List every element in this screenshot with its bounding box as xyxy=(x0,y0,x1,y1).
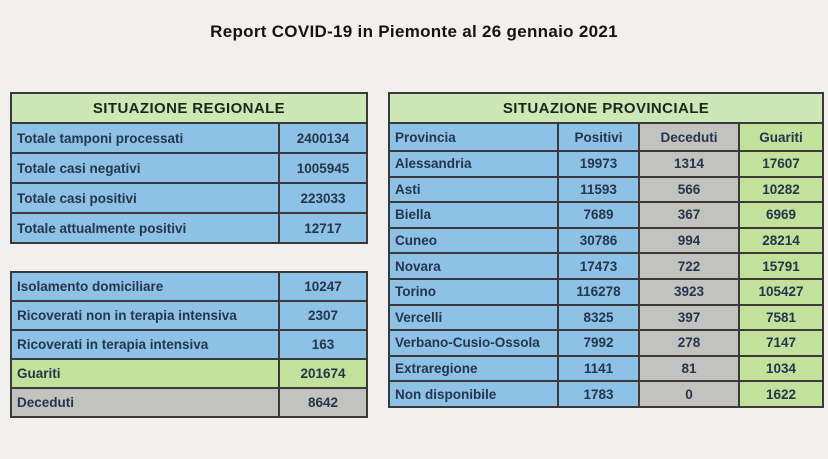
table-row: Vercelli 8325 397 7581 xyxy=(388,303,824,332)
row-label: Guariti xyxy=(10,358,280,389)
row-value: 8642 xyxy=(278,387,368,418)
page-title: Report COVID-19 in Piemonte al 26 gennai… xyxy=(210,22,618,41)
table-row: Guariti 201674 xyxy=(10,358,368,389)
row-label: Ricoverati in terapia intensiva xyxy=(10,329,280,360)
cell-deceduti: 81 xyxy=(638,354,740,383)
cell-provincia: Cuneo xyxy=(388,226,559,255)
row-value: 2400134 xyxy=(278,122,368,154)
cell-positivi: 1141 xyxy=(557,354,640,383)
cell-guariti: 1034 xyxy=(738,354,824,383)
table-row: Totale casi positivi 223033 xyxy=(10,182,368,214)
regional-table-body: Totale tamponi processati 2400134 Totale c… xyxy=(10,122,368,244)
row-value: 2307 xyxy=(278,300,368,331)
provincial-situation-table: SITUAZIONE PROVINCIALE Provincia Positiv… xyxy=(388,92,824,408)
table-row: Ricoverati in terapia intensiva 163 xyxy=(10,329,368,360)
cell-positivi: 116278 xyxy=(557,277,640,306)
cell-provincia: Non disponibile xyxy=(388,380,559,408)
cell-positivi: 7689 xyxy=(557,201,640,229)
table-row: Asti 11593 566 10282 xyxy=(388,175,824,204)
table-row: Torino 116278 3923 105427 xyxy=(388,277,824,306)
cell-guariti: 17607 xyxy=(738,150,824,178)
table-row: Totale attualmente positivi 12717 xyxy=(10,212,368,244)
hospitalization-table: Isolamento domiciliare 10247 Ricoverati no… xyxy=(10,271,368,418)
row-label: Totale attualmente positivi xyxy=(10,212,280,244)
cell-guariti: 105427 xyxy=(738,277,824,306)
cell-positivi: 11593 xyxy=(557,175,640,204)
cell-provincia: Alessandria xyxy=(388,150,559,178)
provincial-column-header-row: Provincia Positivi Deceduti Guariti xyxy=(388,122,824,152)
cell-positivi: 8325 xyxy=(557,303,640,332)
cell-deceduti: 397 xyxy=(638,303,740,332)
cell-guariti: 28214 xyxy=(738,226,824,255)
provincial-table-body: Alessandria 19973 1314 17607 Asti 11593 566 102… xyxy=(388,150,824,408)
cell-provincia: Biella xyxy=(388,201,559,229)
row-value: 1005945 xyxy=(278,152,368,184)
cell-guariti: 6969 xyxy=(738,201,824,229)
row-label: Isolamento domiciliare xyxy=(10,271,280,302)
cell-deceduti: 1314 xyxy=(638,150,740,178)
cell-guariti: 1622 xyxy=(738,380,824,408)
cell-guariti: 10282 xyxy=(738,175,824,204)
table-row: Deceduti 8642 xyxy=(10,387,368,418)
regional-situation-table: SITUAZIONE REGIONALE Totale tamponi proc… xyxy=(10,92,368,244)
row-label: Deceduti xyxy=(10,387,280,418)
column-header-provincia: Provincia xyxy=(388,122,559,152)
cell-positivi: 30786 xyxy=(557,226,640,255)
cell-deceduti: 994 xyxy=(638,226,740,255)
row-value: 163 xyxy=(278,329,368,360)
cell-provincia: Extraregione xyxy=(388,354,559,383)
provincial-table-title-row: SITUAZIONE PROVINCIALE xyxy=(388,92,824,124)
cell-provincia: Asti xyxy=(388,175,559,204)
table-row: Ricoverati non in terapia intensiva 2307 xyxy=(10,300,368,331)
table-row: Verbano-Cusio-Ossola 7992 278 7147 xyxy=(388,329,824,357)
table-row: Biella 7689 367 6969 xyxy=(388,201,824,229)
cell-deceduti: 722 xyxy=(638,252,740,280)
regional-table-title: SITUAZIONE REGIONALE xyxy=(10,92,368,124)
row-label: Totale casi positivi xyxy=(10,182,280,214)
cell-deceduti: 367 xyxy=(638,201,740,229)
cell-guariti: 7147 xyxy=(738,329,824,357)
table-row: Totale casi negativi 1005945 xyxy=(10,152,368,184)
cell-deceduti: 566 xyxy=(638,175,740,204)
column-header-guariti: Guariti xyxy=(738,122,824,152)
cell-deceduti: 3923 xyxy=(638,277,740,306)
row-value: 223033 xyxy=(278,182,368,214)
cell-deceduti: 0 xyxy=(638,380,740,408)
table-row: Isolamento domiciliare 10247 xyxy=(10,271,368,302)
table-row: Cuneo 30786 994 28214 xyxy=(388,226,824,255)
row-value: 12717 xyxy=(278,212,368,244)
cell-positivi: 1783 xyxy=(557,380,640,408)
cell-guariti: 15791 xyxy=(738,252,824,280)
cell-provincia: Vercelli xyxy=(388,303,559,332)
cell-positivi: 7992 xyxy=(557,329,640,357)
row-value: 201674 xyxy=(278,358,368,389)
cell-provincia: Novara xyxy=(388,252,559,280)
cell-positivi: 19973 xyxy=(557,150,640,178)
table-row: Non disponibile 1783 0 1622 xyxy=(388,380,824,408)
cell-provincia: Verbano-Cusio-Ossola xyxy=(388,329,559,357)
column-header-deceduti: Deceduti xyxy=(638,122,740,152)
table-row: Novara 17473 722 15791 xyxy=(388,252,824,280)
cell-deceduti: 278 xyxy=(638,329,740,357)
row-label: Ricoverati non in terapia intensiva xyxy=(10,300,280,331)
row-value: 10247 xyxy=(278,271,368,302)
cell-positivi: 17473 xyxy=(557,252,640,280)
column-header-positivi: Positivi xyxy=(557,122,640,152)
hospitalization-table-body: Isolamento domiciliare 10247 Ricoverati no… xyxy=(10,271,368,418)
table-row: Alessandria 19973 1314 17607 xyxy=(388,150,824,178)
table-row: Extraregione 1141 81 1034 xyxy=(388,354,824,383)
cell-provincia: Torino xyxy=(388,277,559,306)
table-row: Totale tamponi processati 2400134 xyxy=(10,122,368,154)
provincial-table-title: SITUAZIONE PROVINCIALE xyxy=(388,92,824,124)
row-label: Totale tamponi processati xyxy=(10,122,280,154)
row-label: Totale casi negativi xyxy=(10,152,280,184)
regional-table-header-row: SITUAZIONE REGIONALE xyxy=(10,92,368,124)
cell-guariti: 7581 xyxy=(738,303,824,332)
